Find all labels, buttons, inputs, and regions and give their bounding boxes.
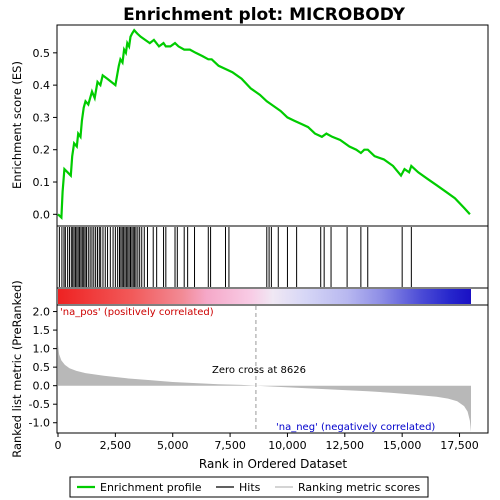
es-y-tick-label: 0.2	[33, 144, 51, 157]
x-axis-label: Rank in Ordered Dataset	[199, 457, 347, 471]
es-y-axis-label: Enrichment score (ES)	[10, 61, 24, 189]
legend-label-enrichment-profile: Enrichment profile	[100, 481, 202, 494]
na-neg-label: 'na_neg' (negatively correlated)	[276, 422, 435, 433]
metric-y-ticks: -1.0 -0.5 0.0 0.5 1.0 1.5 2.0	[29, 306, 57, 430]
x-tick-label: 7,500	[214, 439, 246, 452]
metric-y-tick-label: 1.5	[33, 324, 51, 337]
ranking-metric-area	[58, 344, 471, 432]
hits-panel-frame	[56, 225, 489, 289]
es-y-tick-label: 0.3	[33, 111, 51, 124]
hits-panel	[56, 225, 489, 289]
metric-y-tick-label: 2.0	[33, 306, 51, 319]
hit-marks	[58, 227, 412, 287]
x-tick-label: 0	[55, 439, 62, 452]
x-axis-ticks: 0 2,500 5,000 7,500 10,000 12,500 15,000 17,500	[55, 433, 479, 452]
color-bar-gradient	[58, 289, 471, 304]
x-tick-label: 15,000	[383, 439, 422, 452]
x-tick-label: 2,500	[100, 439, 132, 452]
es-y-ticks: 0.0 0.1 0.2 0.3 0.4 0.5	[33, 47, 57, 221]
metric-panel-frame	[56, 304, 489, 434]
es-panel: 0.0 0.1 0.2 0.3 0.4 0.5 Enrichment score (ES)	[10, 24, 489, 227]
es-y-tick-label: 0.0	[33, 208, 51, 221]
x-tick-label: 12,500	[326, 439, 365, 452]
x-tick-label: 17,500	[440, 439, 479, 452]
metric-y-tick-label: -1.0	[29, 417, 50, 430]
metric-y-axis-label: Ranked list metric (PreRanked)	[10, 280, 24, 458]
metric-y-tick-label: -0.5	[29, 398, 50, 411]
legend-label-hits: Hits	[239, 481, 261, 494]
es-y-tick-label: 0.5	[33, 47, 51, 60]
metric-y-tick-label: 1.0	[33, 343, 51, 356]
x-tick-label: 5,000	[157, 439, 189, 452]
es-y-tick-label: 0.1	[33, 176, 51, 189]
es-y-tick-label: 0.4	[33, 79, 51, 92]
metric-y-tick-label: 0.0	[33, 380, 51, 393]
es-line	[57, 28, 471, 220]
correlation-color-bar	[56, 287, 489, 306]
legend: Enrichment profile Hits Ranking metric s…	[69, 476, 429, 498]
legend-frame	[69, 476, 429, 498]
metric-y-tick-label: 0.5	[33, 361, 51, 374]
na-pos-label: 'na_pos' (positively correlated)	[60, 307, 214, 318]
metric-panel: -1.0 -0.5 0.0 0.5 1.0 1.5 2.0 'na_pos' (positi…	[10, 280, 489, 458]
chart-title: Enrichment plot: MICROBODY	[123, 5, 406, 25]
zero-cross-label: Zero cross at 8626	[212, 365, 306, 376]
x-tick-label: 10,000	[268, 439, 307, 452]
legend-label-ranking-metric: Ranking metric scores	[298, 481, 420, 494]
es-panel-frame	[56, 24, 489, 227]
